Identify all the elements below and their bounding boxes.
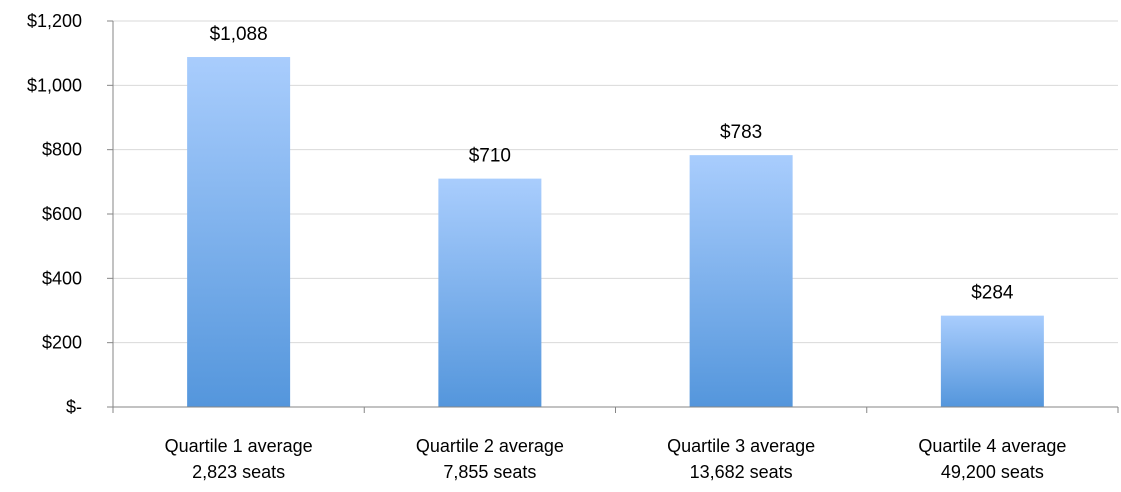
y-tick-label: $400 xyxy=(42,268,82,288)
y-tick-label: $800 xyxy=(42,140,82,160)
bar xyxy=(187,57,291,407)
bars xyxy=(187,57,1044,407)
y-tick-label: $- xyxy=(66,397,82,417)
axes xyxy=(107,20,1119,413)
bar xyxy=(438,178,542,407)
category-label: Quartile 3 average xyxy=(667,436,815,456)
y-tick-label: $600 xyxy=(42,204,82,224)
category-label: Quartile 2 average xyxy=(416,436,564,456)
labels: $- $200 $400 $600 $800 $1,000 $1,200 $1,088 Quar… xyxy=(27,11,1066,482)
data-label: $1,088 xyxy=(210,24,268,45)
bar xyxy=(940,315,1044,407)
category-label: Quartile 1 average xyxy=(165,436,313,456)
category-sublabel: 49,200 seats xyxy=(941,462,1044,482)
category-sublabel: 7,855 seats xyxy=(443,462,536,482)
y-tick-label: $1,200 xyxy=(27,11,82,31)
x-tick-label: Quartile 4 average 49,200 seats xyxy=(918,436,1066,482)
x-tick-label: Quartile 2 average 7,855 seats xyxy=(416,436,564,482)
x-tick-label: Quartile 1 average 2,823 seats xyxy=(165,436,313,482)
y-tick-label: $200 xyxy=(42,333,82,353)
category-sublabel: 13,682 seats xyxy=(690,462,793,482)
y-tick-label: $1,000 xyxy=(27,75,82,95)
data-label: $710 xyxy=(469,146,511,167)
data-label: $783 xyxy=(720,122,762,143)
category-label: Quartile 4 average xyxy=(918,436,1066,456)
bar xyxy=(689,155,793,407)
x-tick-label: Quartile 3 average 13,682 seats xyxy=(667,436,815,482)
data-label: $284 xyxy=(971,283,1014,304)
category-sublabel: 2,823 seats xyxy=(192,462,285,482)
